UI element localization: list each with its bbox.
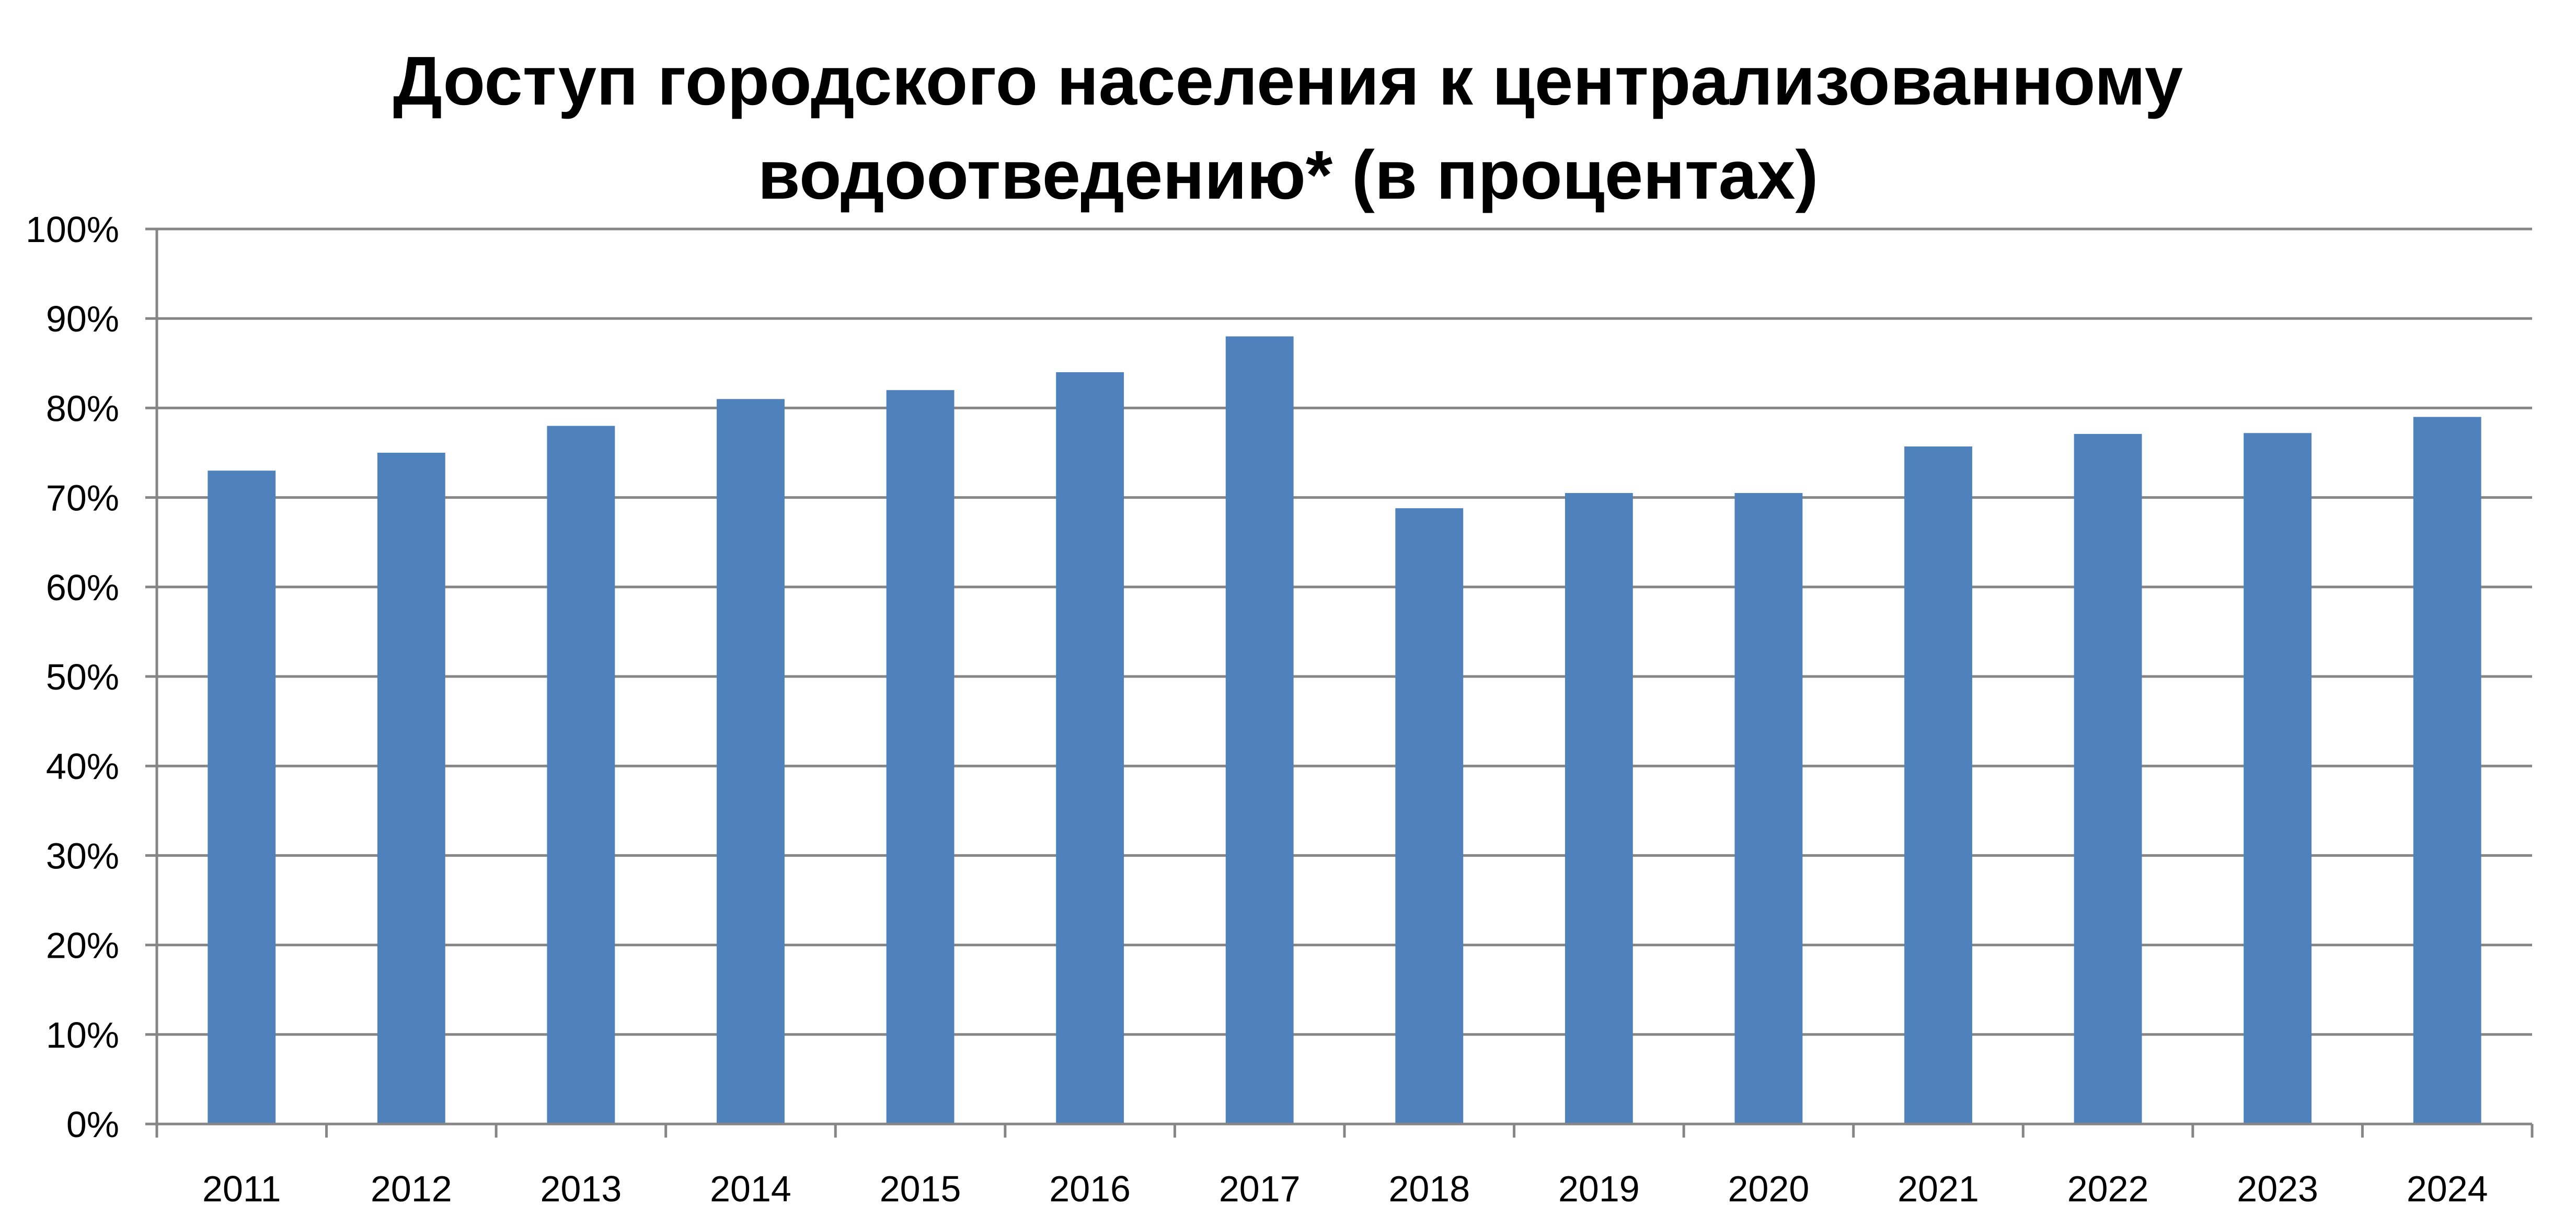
chart-title: Доступ городского населения к централизо… — [393, 42, 2183, 213]
x-tick-label: 2014 — [710, 1168, 791, 1209]
y-tick-label: 80% — [46, 388, 119, 429]
x-tick-label: 2022 — [2067, 1168, 2149, 1209]
y-tick-label: 20% — [46, 925, 119, 966]
gridlines — [157, 227, 2532, 1036]
y-tick-label: 60% — [46, 567, 119, 608]
x-tick-label: 2020 — [1728, 1168, 1810, 1209]
y-tick-label: 0% — [66, 1104, 119, 1145]
x-tick-label: 2012 — [371, 1168, 452, 1209]
x-tick-label: 2019 — [1558, 1168, 1640, 1209]
y-axis-tick-labels: 0% 10% 20% 30% 40% 50% 60% 70% 80% 90% 100% — [26, 209, 119, 1145]
chart-title-line-2: водоотведению* (в процентах) — [758, 136, 1819, 213]
bar-2017 — [1225, 336, 1294, 1125]
bar-2014 — [717, 399, 785, 1124]
x-tick-label: 2018 — [1388, 1168, 1470, 1209]
bar-2011 — [208, 471, 276, 1124]
bar-2019 — [1565, 493, 1633, 1124]
bar-2018 — [1395, 508, 1464, 1124]
bar-2022 — [2074, 434, 2142, 1124]
x-tick-label: 2016 — [1049, 1168, 1131, 1209]
bar-2012 — [377, 453, 445, 1124]
x-tick-label: 2011 — [202, 1168, 281, 1209]
chart-title-line-1: Доступ городского населения к централизо… — [393, 42, 2183, 119]
y-tick-label: 90% — [46, 299, 119, 339]
bar-2016 — [1056, 372, 1124, 1125]
bar-2020 — [1734, 493, 1803, 1124]
x-tick-label: 2024 — [2407, 1168, 2488, 1209]
x-axis-tick-labels: 2011 2012 2013 2014 2015 2016 2017 2018 2019 2020… — [202, 1168, 2488, 1209]
y-tick-label: 50% — [46, 657, 119, 697]
y-tick-label: 40% — [46, 746, 119, 787]
bar-2024 — [2413, 417, 2481, 1124]
x-tick-label: 2021 — [1898, 1168, 1979, 1209]
bar-2021 — [1904, 446, 1972, 1124]
y-tick-label: 30% — [46, 835, 119, 876]
bar-2015 — [886, 390, 954, 1125]
bars — [208, 336, 2481, 1125]
x-tick-label: 2015 — [880, 1168, 961, 1209]
bar-2023 — [2244, 433, 2312, 1125]
x-tick-label: 2023 — [2237, 1168, 2318, 1209]
x-tick-label: 2013 — [540, 1168, 622, 1209]
y-tick-label: 100% — [26, 209, 119, 250]
axes — [145, 227, 2534, 1138]
y-tick-label: 10% — [46, 1015, 119, 1056]
x-tick-label: 2017 — [1219, 1168, 1301, 1209]
bar-2013 — [547, 426, 615, 1124]
y-tick-label: 70% — [46, 478, 119, 519]
